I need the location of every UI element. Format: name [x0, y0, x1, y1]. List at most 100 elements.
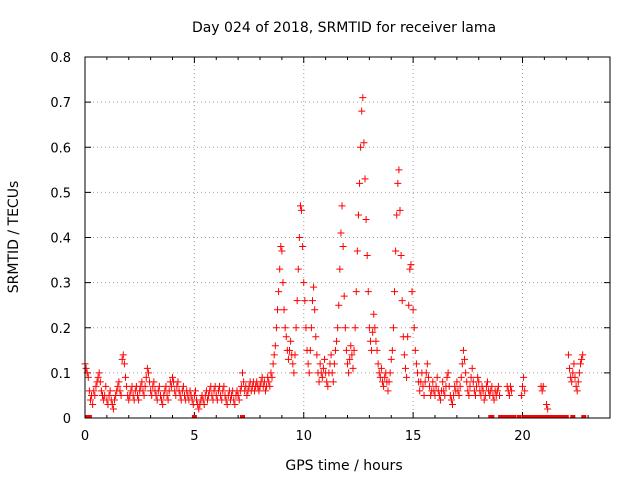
data-point — [280, 306, 288, 314]
data-point — [134, 391, 141, 399]
data-point — [349, 364, 357, 372]
y-tick-label: 0.4 — [50, 232, 71, 247]
data-point — [305, 369, 313, 377]
data-point — [164, 396, 172, 404]
data-point — [294, 265, 302, 273]
data-point — [575, 369, 583, 377]
data-point — [422, 369, 430, 377]
data-point — [309, 297, 316, 305]
data-point — [440, 387, 448, 395]
data-point — [121, 373, 129, 381]
data-point — [443, 373, 451, 381]
data-point — [90, 387, 98, 395]
data-point — [299, 243, 307, 251]
data-point — [423, 360, 431, 368]
y-tick-label: 0.7 — [50, 96, 71, 111]
data-point — [517, 391, 525, 399]
data-point — [220, 382, 228, 390]
data-point — [108, 400, 116, 408]
data-point — [140, 391, 148, 399]
data-point — [350, 346, 358, 354]
data-point — [429, 378, 437, 386]
data-point — [223, 400, 231, 408]
data-point — [454, 387, 462, 395]
y-tick-label: 0.6 — [50, 141, 71, 156]
data-point — [543, 400, 551, 408]
data-point — [319, 364, 327, 372]
data-point — [362, 215, 370, 223]
y-tick-label: 0.5 — [50, 186, 71, 201]
data-point — [240, 378, 248, 386]
data-point — [277, 243, 285, 251]
data-point — [296, 202, 304, 210]
data-point — [300, 279, 308, 287]
grid — [85, 57, 610, 418]
data-point — [447, 396, 455, 404]
data-point — [453, 378, 461, 386]
data-point — [538, 387, 546, 395]
data-point — [279, 279, 287, 287]
data-point — [289, 360, 297, 368]
y-axis-label: SRMTID / TECUs — [6, 181, 22, 294]
data-point — [384, 387, 392, 395]
data-point — [468, 364, 476, 372]
data-point — [407, 261, 415, 269]
x-tick-label: 0 — [81, 429, 89, 444]
plot-frame — [84, 56, 611, 419]
data-point — [109, 405, 117, 413]
data-point — [158, 396, 166, 404]
data-point — [346, 355, 354, 363]
data-point — [293, 297, 301, 305]
data-point — [335, 301, 343, 309]
data-point — [269, 360, 277, 368]
data-point — [405, 301, 413, 309]
data-point — [336, 265, 344, 273]
data-point — [457, 373, 465, 381]
data-point — [340, 292, 348, 300]
data-point — [436, 396, 444, 404]
y-tick-label: 0 — [63, 412, 71, 427]
data-point — [569, 369, 577, 377]
data-point — [174, 378, 182, 386]
data-point — [95, 369, 103, 377]
y-tick-label: 0.2 — [50, 322, 71, 337]
data-point — [398, 297, 406, 305]
data-point — [393, 211, 401, 219]
data-point — [111, 396, 119, 404]
data-point — [117, 391, 125, 399]
data-point — [163, 391, 171, 399]
data-point — [389, 324, 397, 332]
data-point — [348, 351, 356, 359]
data-point — [381, 373, 389, 381]
data-point — [424, 373, 432, 381]
data-point — [358, 107, 366, 115]
data-point — [231, 400, 239, 408]
data-point — [276, 265, 284, 273]
data-point — [394, 179, 402, 187]
data-point — [353, 247, 361, 255]
data-point — [566, 364, 574, 372]
data-point — [572, 382, 580, 390]
data-point — [270, 351, 278, 359]
data-point — [306, 346, 314, 354]
data-point — [521, 387, 529, 395]
data-point — [373, 346, 381, 354]
x-tick-label: 15 — [405, 429, 422, 444]
data-point — [351, 324, 359, 332]
data-point — [579, 351, 587, 359]
data-point — [115, 378, 123, 386]
data-point — [416, 387, 424, 395]
y-tick-label: 0.8 — [50, 51, 71, 66]
data-point — [190, 391, 198, 399]
data-point — [385, 378, 393, 386]
data-point — [341, 324, 349, 332]
data-point — [155, 382, 163, 390]
data-point — [86, 396, 94, 404]
data-point — [519, 382, 526, 390]
data-point — [328, 369, 336, 377]
data-point — [576, 360, 584, 368]
data-point — [404, 333, 412, 341]
data-point — [272, 324, 280, 332]
data-point — [466, 382, 474, 390]
data-point — [281, 324, 289, 332]
